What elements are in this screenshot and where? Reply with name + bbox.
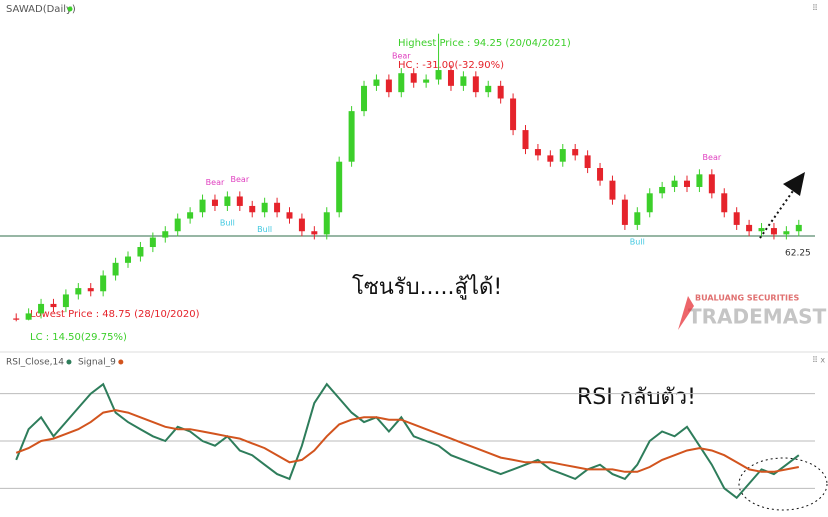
candle-body [708,174,715,194]
candle-body [522,130,529,150]
candle-body [410,73,417,83]
candle-body [609,180,616,200]
candle-body [75,288,82,295]
candle-body [472,76,479,93]
candle-body [286,212,293,219]
candle-body [361,85,368,112]
signal-label: Bull [630,237,645,246]
signal-label: Bear [231,175,250,184]
candle-body [770,228,777,235]
support-label: 62.25 [785,248,811,258]
candle-body [25,313,32,320]
rsi-line [15,409,799,473]
signal-label: Bear [206,178,225,187]
brand-logo [678,296,694,330]
candle-body [547,155,554,162]
candle-body [62,294,69,308]
candle-body [87,288,94,292]
candle-body [38,303,45,314]
candle-body [199,199,206,213]
legend-label: Signal_9 [78,358,116,368]
legend-swatch [118,359,124,365]
brand-sub: BUALUANG SECURITIES [695,294,799,303]
candle-body [323,212,330,235]
signal-label: Bull [220,219,235,228]
candle-body [621,199,628,225]
candle-body [224,196,231,206]
candle-body [435,70,442,80]
window-icon: ⠿ x [812,356,825,365]
legend-label: RSI_Close,14 [6,358,64,368]
zone-annotation: โซนรับ.....สู้ได้! [352,274,502,300]
candle-body [597,168,604,181]
candle-body [634,212,641,225]
candle-body [746,224,753,232]
candle-body [385,79,392,93]
candle-body [211,199,218,206]
candle-body [795,224,802,232]
candle-body [783,231,790,235]
candle-body [758,228,765,232]
candle-body [559,149,566,162]
candle-body [236,196,243,206]
candle-body [572,149,579,156]
candle-body [497,85,504,99]
candle-body [274,202,281,213]
lowest-label: Lowest Price : 48.75 (28/10/2020) [30,309,200,320]
candle-body [373,79,380,86]
candle-body [721,193,728,213]
candle-body [485,85,492,93]
candle-body [298,218,305,232]
candle-body [733,212,740,225]
candle-body [125,256,132,263]
candle-body [423,79,430,83]
rsi-line [15,382,800,500]
candle-body [100,275,107,292]
window-icon: ⠿ [812,4,818,13]
candle-body [50,303,57,308]
rsi-annotation: RSI กลับตัว! [577,385,696,410]
candle-body [683,180,690,187]
candle-body [162,231,169,238]
candle-body [348,111,355,162]
highest-label: Highest Price : 94.25 (20/04/2021) [398,38,571,49]
arrow-head [783,172,805,196]
candle-body [646,193,653,213]
candle-body [671,180,678,187]
candle-body [249,205,256,213]
chart-title: SAWAD(Daily) [6,4,76,15]
candle-body [696,174,703,187]
signal-label: Bear [703,153,722,162]
signal-label: Bear [392,52,411,61]
candle-body [659,186,666,194]
candle-body [137,247,144,257]
legend-swatch [66,359,72,365]
candle-body [311,231,318,235]
candle-body [447,70,454,86]
title-dot [67,6,73,12]
brand: TRADEMASTER [688,305,828,329]
candle-body [584,155,591,169]
candle-body [460,76,467,86]
lc-label: LC : 14.50(29.75%) [30,332,127,343]
highlight-ellipse [738,457,828,511]
trend-arrow [759,187,796,239]
candle-body [534,149,541,156]
candle-body [13,318,20,320]
candle-body [510,98,517,131]
candle-body [112,262,119,276]
candle-body [174,218,181,232]
candle-body [336,161,343,213]
candle-body [149,237,156,248]
signal-label: Bull [257,225,272,234]
candle-body [261,202,268,213]
candle-body [398,73,405,93]
candle-body [187,212,194,219]
